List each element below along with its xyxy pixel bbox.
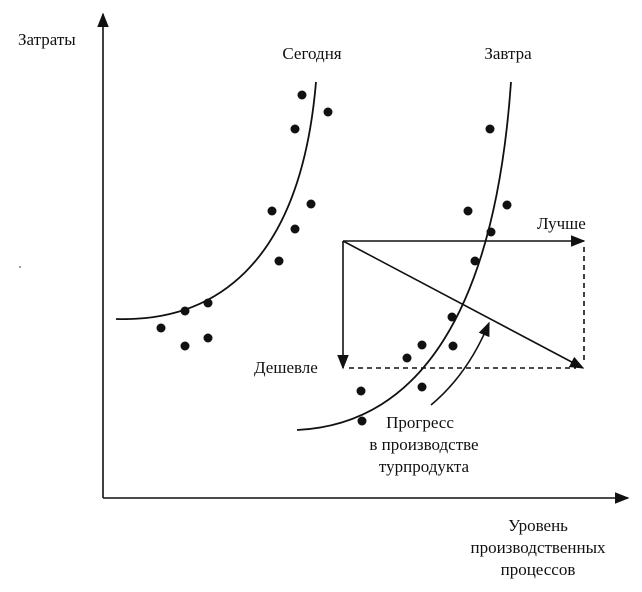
- tomorrow-point: [357, 416, 367, 426]
- scan-speck: [19, 266, 21, 268]
- tomorrow-points: [356, 124, 512, 426]
- today-point: [297, 90, 307, 100]
- today-point: [323, 107, 333, 117]
- progress-arrow: [430, 321, 490, 406]
- today-point: [274, 256, 284, 266]
- tomorrow-point: [486, 227, 496, 237]
- today-point: [203, 333, 213, 343]
- x-axis-label-line-2: производственных: [470, 538, 606, 557]
- tomorrow-point: [463, 206, 473, 216]
- tomorrow-point: [470, 256, 480, 266]
- progress-label-line-3: турпродукта: [379, 457, 470, 476]
- today-point: [290, 124, 300, 134]
- today-point: [180, 306, 190, 316]
- progress-label-line-1: Прогресс: [386, 413, 454, 432]
- tomorrow-point: [447, 312, 457, 322]
- tomorrow-point: [356, 386, 366, 396]
- today-point: [267, 206, 277, 216]
- tomorrow-point: [417, 340, 427, 350]
- today-point: [180, 341, 190, 351]
- tomorrow-point: [485, 124, 495, 134]
- tomorrow-curve: [296, 81, 512, 431]
- today-point: [203, 298, 213, 308]
- today-curve: [115, 81, 317, 320]
- tomorrow-label: Завтра: [484, 44, 532, 63]
- cheaper-label: Дешевле: [254, 358, 318, 377]
- tomorrow-point: [448, 341, 458, 351]
- today-points: [156, 90, 333, 351]
- tomorrow-point: [502, 200, 512, 210]
- today-point: [156, 323, 166, 333]
- x-axis-label-line-1: Уровень: [508, 516, 568, 535]
- today-label: Сегодня: [282, 44, 341, 63]
- x-axis-label-line-3: процессов: [501, 560, 576, 579]
- today-point: [306, 199, 316, 209]
- tomorrow-point: [402, 353, 412, 363]
- y-axis-label: Затраты: [18, 30, 76, 49]
- better-label: Лучше: [537, 214, 586, 233]
- today-point: [290, 224, 300, 234]
- tomorrow-point: [417, 382, 427, 392]
- progress-label-line-2: в производстве: [369, 435, 478, 454]
- diagonal-arrow: [342, 240, 585, 369]
